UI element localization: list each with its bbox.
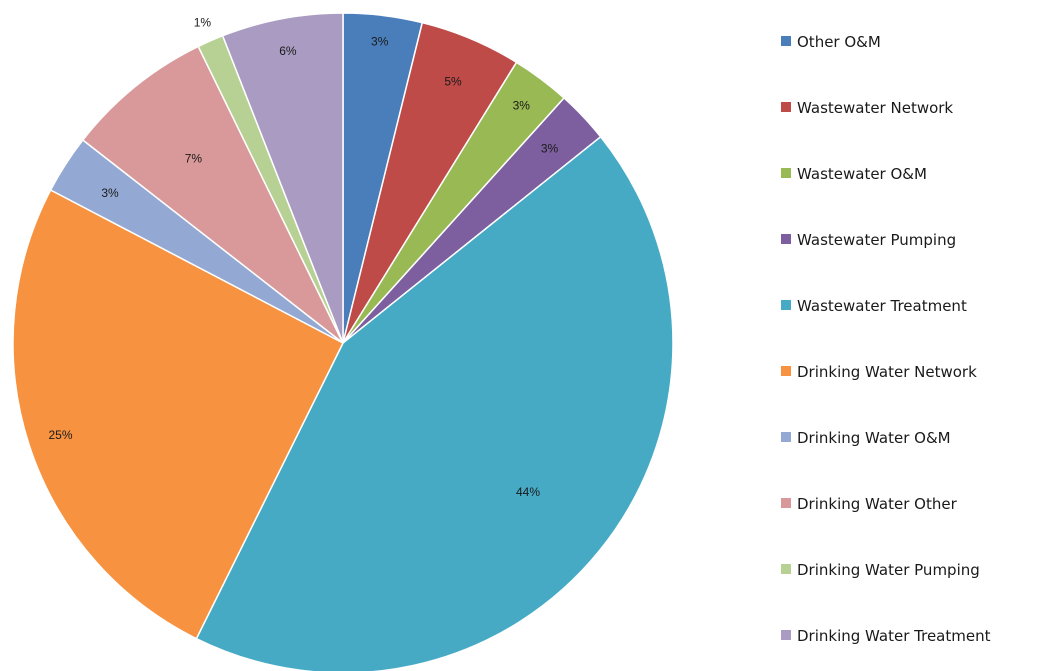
slice-drinking-water-network (12, 188, 344, 640)
legend-swatch (781, 564, 791, 574)
data-labels: 3% 5% 3% 3% 44% 25% 3% 7% 1% 6% (48, 16, 558, 499)
legend-item-wastewater-treatment: Wastewater Treatment (781, 297, 967, 315)
legend-swatch (781, 168, 791, 178)
legend-swatch (781, 234, 791, 244)
data-label-drinking-water-other: 7% (185, 151, 203, 165)
legend-item-wastewater-pumping: Wastewater Pumping (781, 231, 956, 249)
legend-item-wastewater-oandm: Wastewater O&M (781, 165, 927, 183)
legend-label: Wastewater Pumping (797, 231, 956, 249)
pie-slices (12, 12, 674, 671)
legend-swatch (781, 300, 791, 310)
legend-label: Drinking Water O&M (797, 429, 951, 447)
legend-item-drinking-water-oandm: Drinking Water O&M (781, 429, 951, 447)
legend-label: Drinking Water Treatment (797, 627, 991, 645)
data-label-wastewater-network: 5% (444, 74, 462, 88)
data-label-drinking-water-oandm: 3% (101, 186, 119, 200)
legend-swatch (781, 366, 791, 376)
legend-label: Drinking Water Pumping (797, 561, 980, 579)
data-label-drinking-water-treatment: 6% (279, 44, 297, 58)
data-label-wastewater-oandm: 3% (513, 99, 531, 113)
slice-drinking-water-other (81, 45, 344, 344)
legend-swatch (781, 630, 791, 640)
legend-swatch (781, 498, 791, 508)
legend-swatch (781, 432, 791, 442)
legend-item-drinking-water-other: Drinking Water Other (781, 495, 958, 513)
data-label-wastewater-treatment: 44% (516, 485, 540, 499)
data-label-drinking-water-network: 25% (48, 428, 72, 442)
legend-label: Other O&M (797, 33, 881, 51)
slice-drinking-water-treatment (221, 12, 344, 344)
data-label-drinking-water-pumping: 1% (194, 16, 212, 30)
legend-item-drinking-water-pumping: Drinking Water Pumping (781, 561, 980, 579)
legend-label: Drinking Water Network (797, 363, 977, 381)
legend-item-drinking-water-network: Drinking Water Network (781, 363, 977, 381)
legend-label: Wastewater Treatment (797, 297, 967, 315)
data-label-other-oandm: 3% (371, 35, 389, 49)
legend-item-other-oandm: Other O&M (781, 33, 881, 51)
data-label-wastewater-pumping: 3% (541, 141, 559, 155)
legend-item-wastewater-network: Wastewater Network (781, 99, 953, 117)
legend-swatch (781, 102, 791, 112)
slice-wastewater-treatment (195, 135, 674, 671)
legend-label: Wastewater O&M (797, 165, 927, 183)
legend-label: Drinking Water Other (797, 495, 958, 513)
legend-item-drinking-water-treatment: Drinking Water Treatment (781, 627, 991, 645)
legend-label: Wastewater Network (797, 99, 953, 117)
legend-swatch (781, 36, 791, 46)
legend: Other O&M Wastewater Network Wastewater O&… (781, 33, 991, 645)
